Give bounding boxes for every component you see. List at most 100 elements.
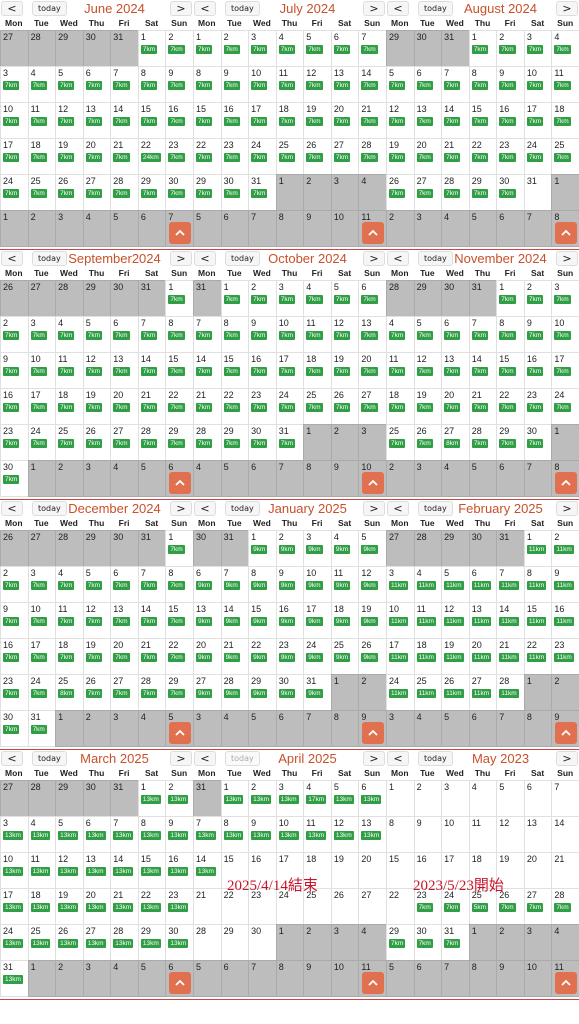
day-cell-other-month[interactable]: 1 bbox=[551, 424, 579, 461]
day-cell-other-month[interactable]: 31 bbox=[496, 530, 525, 567]
distance-badge[interactable]: 7km bbox=[526, 439, 544, 448]
day-cell[interactable]: 29 9km bbox=[248, 674, 277, 711]
distance-badge[interactable]: 9km bbox=[223, 617, 240, 626]
day-cell[interactable]: 5 7km bbox=[413, 316, 443, 353]
day-cell-other-month[interactable]: 2 bbox=[55, 460, 84, 497]
distance-badge[interactable]: 9km bbox=[196, 653, 213, 662]
distance-badge[interactable]: 7km bbox=[140, 117, 158, 126]
day-cell-other-month[interactable]: 1 bbox=[27, 960, 57, 997]
distance-badge[interactable]: 7km bbox=[251, 45, 268, 54]
day-cell[interactable]: 26 7km bbox=[413, 424, 443, 461]
day-cell-other-month[interactable]: 9 bbox=[303, 960, 332, 997]
distance-badge[interactable]: 7km bbox=[333, 117, 351, 126]
day-cell-other-month[interactable]: 5 bbox=[248, 710, 277, 747]
day-cell-other-month[interactable]: 7 bbox=[441, 960, 470, 997]
day-cell[interactable]: 20 11km bbox=[468, 638, 498, 675]
day-cell-other-month[interactable]: 3 bbox=[413, 460, 443, 497]
day-cell-other-month[interactable]: 4 bbox=[110, 460, 139, 497]
day-cell-other-month[interactable]: 3 bbox=[193, 710, 222, 747]
day-cell[interactable]: 12 11km bbox=[441, 602, 470, 639]
day-cell[interactable]: 1 7km bbox=[193, 30, 222, 67]
day-cell[interactable]: 20 7km bbox=[330, 102, 360, 139]
day-cell-other-month[interactable]: 10 bbox=[358, 460, 386, 497]
day-cell-other-month[interactable]: 4 bbox=[413, 710, 443, 747]
distance-badge[interactable]: 7km bbox=[168, 189, 185, 198]
day-cell[interactable]: 14 7km bbox=[468, 352, 498, 389]
day-cell-other-month[interactable]: 8 bbox=[551, 210, 579, 247]
distance-badge[interactable]: 7km bbox=[278, 45, 295, 54]
day-cell[interactable]: 25 11km bbox=[413, 674, 443, 711]
distance-badge[interactable]: 7km bbox=[389, 439, 406, 448]
distance-badge[interactable]: 7km bbox=[30, 581, 47, 590]
distance-badge[interactable]: 7km bbox=[306, 117, 323, 126]
day-cell[interactable]: 13 9km bbox=[193, 602, 222, 639]
day-cell[interactable]: 30 7km bbox=[496, 174, 525, 211]
distance-badge[interactable]: 7km bbox=[471, 439, 488, 448]
distance-badge[interactable]: 11km bbox=[526, 581, 547, 590]
day-cell[interactable]: 18 7km bbox=[303, 352, 332, 389]
day-cell-other-month[interactable]: 31 bbox=[137, 280, 167, 317]
day-cell-other-month[interactable]: 1 bbox=[551, 174, 579, 211]
day-cell[interactable]: 22 7km bbox=[165, 638, 193, 675]
day-cell[interactable]: 13 11km bbox=[468, 602, 498, 639]
day-cell-other-month[interactable]: 4 bbox=[358, 174, 386, 211]
day-cell[interactable]: 24 13km bbox=[0, 924, 29, 961]
day-cell-other-month[interactable]: 29 bbox=[82, 280, 112, 317]
distance-badge[interactable]: 9km bbox=[223, 689, 240, 698]
distance-badge[interactable]: 11km bbox=[526, 653, 547, 662]
distance-badge[interactable]: 7km bbox=[30, 617, 47, 626]
day-cell[interactable]: 11 11km bbox=[413, 602, 443, 639]
distance-badge[interactable]: 7km bbox=[140, 367, 158, 376]
day-cell[interactable]: 18 7km bbox=[551, 102, 579, 139]
day-cell[interactable]: 21 7km bbox=[468, 388, 498, 425]
day-cell[interactable]: 22 9km bbox=[248, 638, 277, 675]
day-cell[interactable]: 29 7km bbox=[468, 174, 498, 211]
distance-badge[interactable]: 7km bbox=[168, 45, 185, 54]
day-cell[interactable]: 14 7km bbox=[358, 66, 386, 103]
distance-badge[interactable]: 7km bbox=[333, 367, 351, 376]
day-cell-other-month[interactable]: 2 bbox=[82, 710, 112, 747]
day-cell[interactable]: 12 9km bbox=[358, 566, 386, 603]
distance-badge[interactable]: 7km bbox=[526, 117, 544, 126]
day-cell[interactable]: 3 7km bbox=[275, 280, 305, 317]
day-cell[interactable]: 21 7km bbox=[193, 388, 222, 425]
day-cell[interactable]: 3 7km bbox=[27, 316, 57, 353]
day-cell[interactable]: 13 7km bbox=[110, 352, 139, 389]
distance-badge[interactable]: 7km bbox=[113, 653, 130, 662]
day-cell-other-month[interactable]: 3 bbox=[55, 210, 84, 247]
distance-badge[interactable]: 7km bbox=[3, 475, 20, 484]
day-cell[interactable]: 12 7km bbox=[82, 602, 112, 639]
distance-badge[interactable]: 7km bbox=[499, 367, 516, 376]
distance-badge[interactable]: 7km bbox=[389, 331, 406, 340]
distance-badge[interactable]: 9km bbox=[306, 689, 323, 698]
prev-month-button[interactable]: < bbox=[387, 751, 409, 766]
distance-badge[interactable]: 7km bbox=[444, 331, 461, 340]
next-month-button[interactable]: > bbox=[170, 251, 192, 266]
day-cell[interactable]: 5 13km bbox=[330, 780, 360, 817]
distance-badge[interactable]: 9km bbox=[251, 653, 268, 662]
day-cell[interactable]: 10 7km bbox=[248, 66, 277, 103]
day-cell-other-month[interactable]: 7 bbox=[303, 710, 332, 747]
day-cell-other-month[interactable]: 6 bbox=[220, 210, 250, 247]
day-cell[interactable]: 19 7km bbox=[55, 138, 84, 175]
distance-badge[interactable]: 9km bbox=[306, 653, 323, 662]
day-cell[interactable]: 16 13km bbox=[165, 852, 193, 889]
today-button[interactable]: today bbox=[418, 1, 453, 16]
distance-badge[interactable]: 7km bbox=[526, 331, 544, 340]
distance-badge[interactable]: 7km bbox=[526, 153, 544, 162]
distance-badge[interactable]: 7km bbox=[471, 403, 488, 412]
distance-badge[interactable]: 13km bbox=[333, 831, 354, 840]
day-cell[interactable]: 2 7km bbox=[0, 316, 29, 353]
distance-badge[interactable]: 7km bbox=[3, 189, 20, 198]
day-cell-other-month[interactable]: 1 bbox=[27, 460, 57, 497]
distance-badge[interactable]: 7km bbox=[554, 331, 571, 340]
next-month-button[interactable]: > bbox=[556, 751, 578, 766]
day-cell[interactable]: 21 13km bbox=[110, 888, 139, 925]
distance-badge[interactable]: 9km bbox=[333, 653, 351, 662]
distance-badge[interactable]: 7km bbox=[223, 367, 240, 376]
day-cell[interactable]: 28 7km bbox=[110, 174, 139, 211]
distance-badge[interactable]: 7km bbox=[471, 81, 488, 90]
day-cell[interactable]: 3 11km bbox=[386, 566, 415, 603]
day-cell-other-month[interactable]: 4 bbox=[82, 210, 112, 247]
day-cell[interactable]: 12 7km bbox=[82, 352, 112, 389]
